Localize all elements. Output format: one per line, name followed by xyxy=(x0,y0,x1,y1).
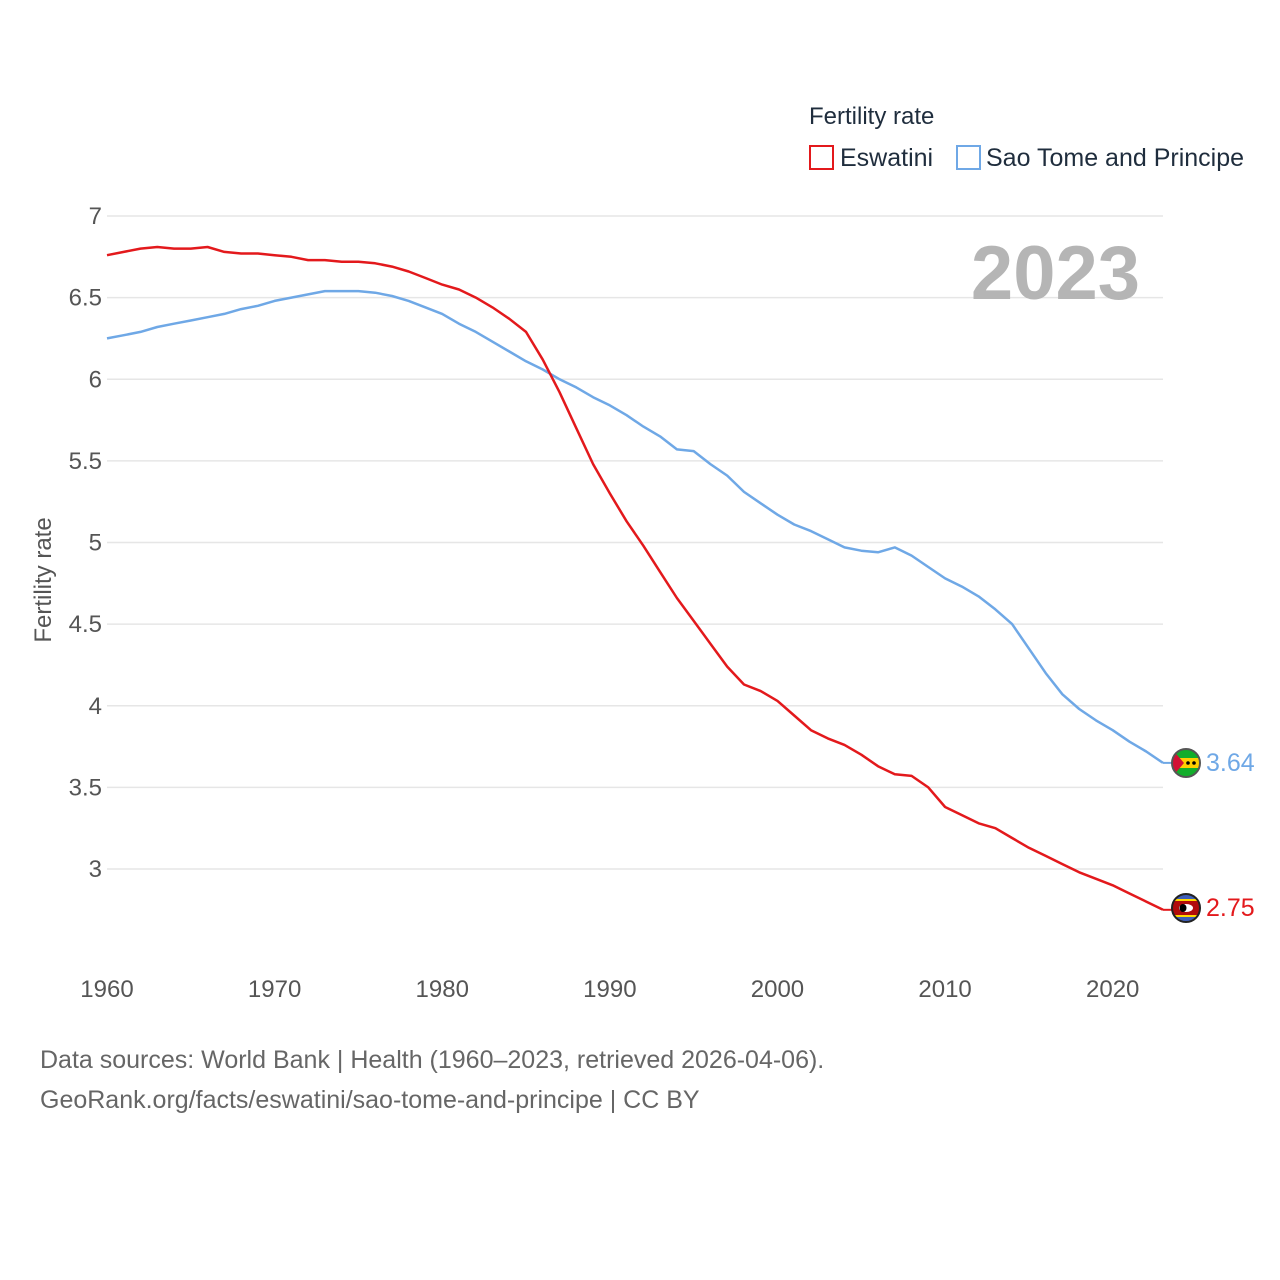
x-tick-label: 1990 xyxy=(583,976,636,1003)
y-tick-label: 6 xyxy=(89,366,102,393)
end-marker-sao-tome: 3.64 xyxy=(1171,748,1255,778)
x-tick-label: 2020 xyxy=(1086,976,1139,1003)
legend-label-sao-tome: Sao Tome and Principe xyxy=(986,144,1244,172)
data-source-line: Data sources: World Bank | Health (1960–… xyxy=(40,1046,825,1074)
y-tick-label: 4 xyxy=(89,693,102,720)
x-tick-label: 2000 xyxy=(751,976,804,1003)
y-tick-label: 5 xyxy=(89,530,102,557)
x-axis-ticks: 1960 1970 1980 1990 2000 2010 2020 xyxy=(80,976,1139,1003)
y-tick-label: 5.5 xyxy=(69,448,102,475)
legend-label-eswatini: Eswatini xyxy=(840,144,933,172)
legend-swatch-sao-tome xyxy=(956,145,981,170)
y-tick-label: 4.5 xyxy=(69,611,102,638)
end-value-eswatini: 2.75 xyxy=(1206,894,1255,922)
gridlines xyxy=(107,215,1163,870)
y-tick-label: 3.5 xyxy=(69,774,102,801)
end-value-sao-tome: 3.64 xyxy=(1206,749,1255,777)
attribution-line[interactable]: GeoRank.org/facts/eswatini/sao-tome-and-… xyxy=(40,1086,700,1114)
legend: Fertility rate Eswatini Sao Tome and Pri… xyxy=(809,103,1244,172)
legend-item-eswatini[interactable]: Eswatini xyxy=(809,144,933,172)
series-lines xyxy=(106,245,1172,911)
legend-item-sao-tome[interactable]: Sao Tome and Principe xyxy=(956,144,1244,172)
series-line-sao-tome-and-principe[interactable] xyxy=(106,289,1164,764)
end-marker-eswatini: 2.75 xyxy=(1171,893,1255,923)
y-tick-label: 7 xyxy=(89,203,102,230)
y-axis-label: Fertility rate xyxy=(30,517,57,642)
series-line-eswatini[interactable] xyxy=(106,245,1164,911)
year-label: 2023 xyxy=(971,231,1140,316)
x-tick-label: 1970 xyxy=(248,976,301,1003)
y-tick-label: 6.5 xyxy=(69,285,102,312)
x-tick-label: 1960 xyxy=(80,976,133,1003)
legend-title: Fertility rate xyxy=(809,103,934,130)
x-tick-label: 2010 xyxy=(918,976,971,1003)
y-tick-label: 3 xyxy=(89,856,102,883)
y-axis-ticks: 3 3.5 4 4.5 5 5.5 6 6.5 7 xyxy=(69,203,102,883)
x-tick-label: 1980 xyxy=(416,976,469,1003)
legend-swatch-eswatini xyxy=(809,145,834,170)
